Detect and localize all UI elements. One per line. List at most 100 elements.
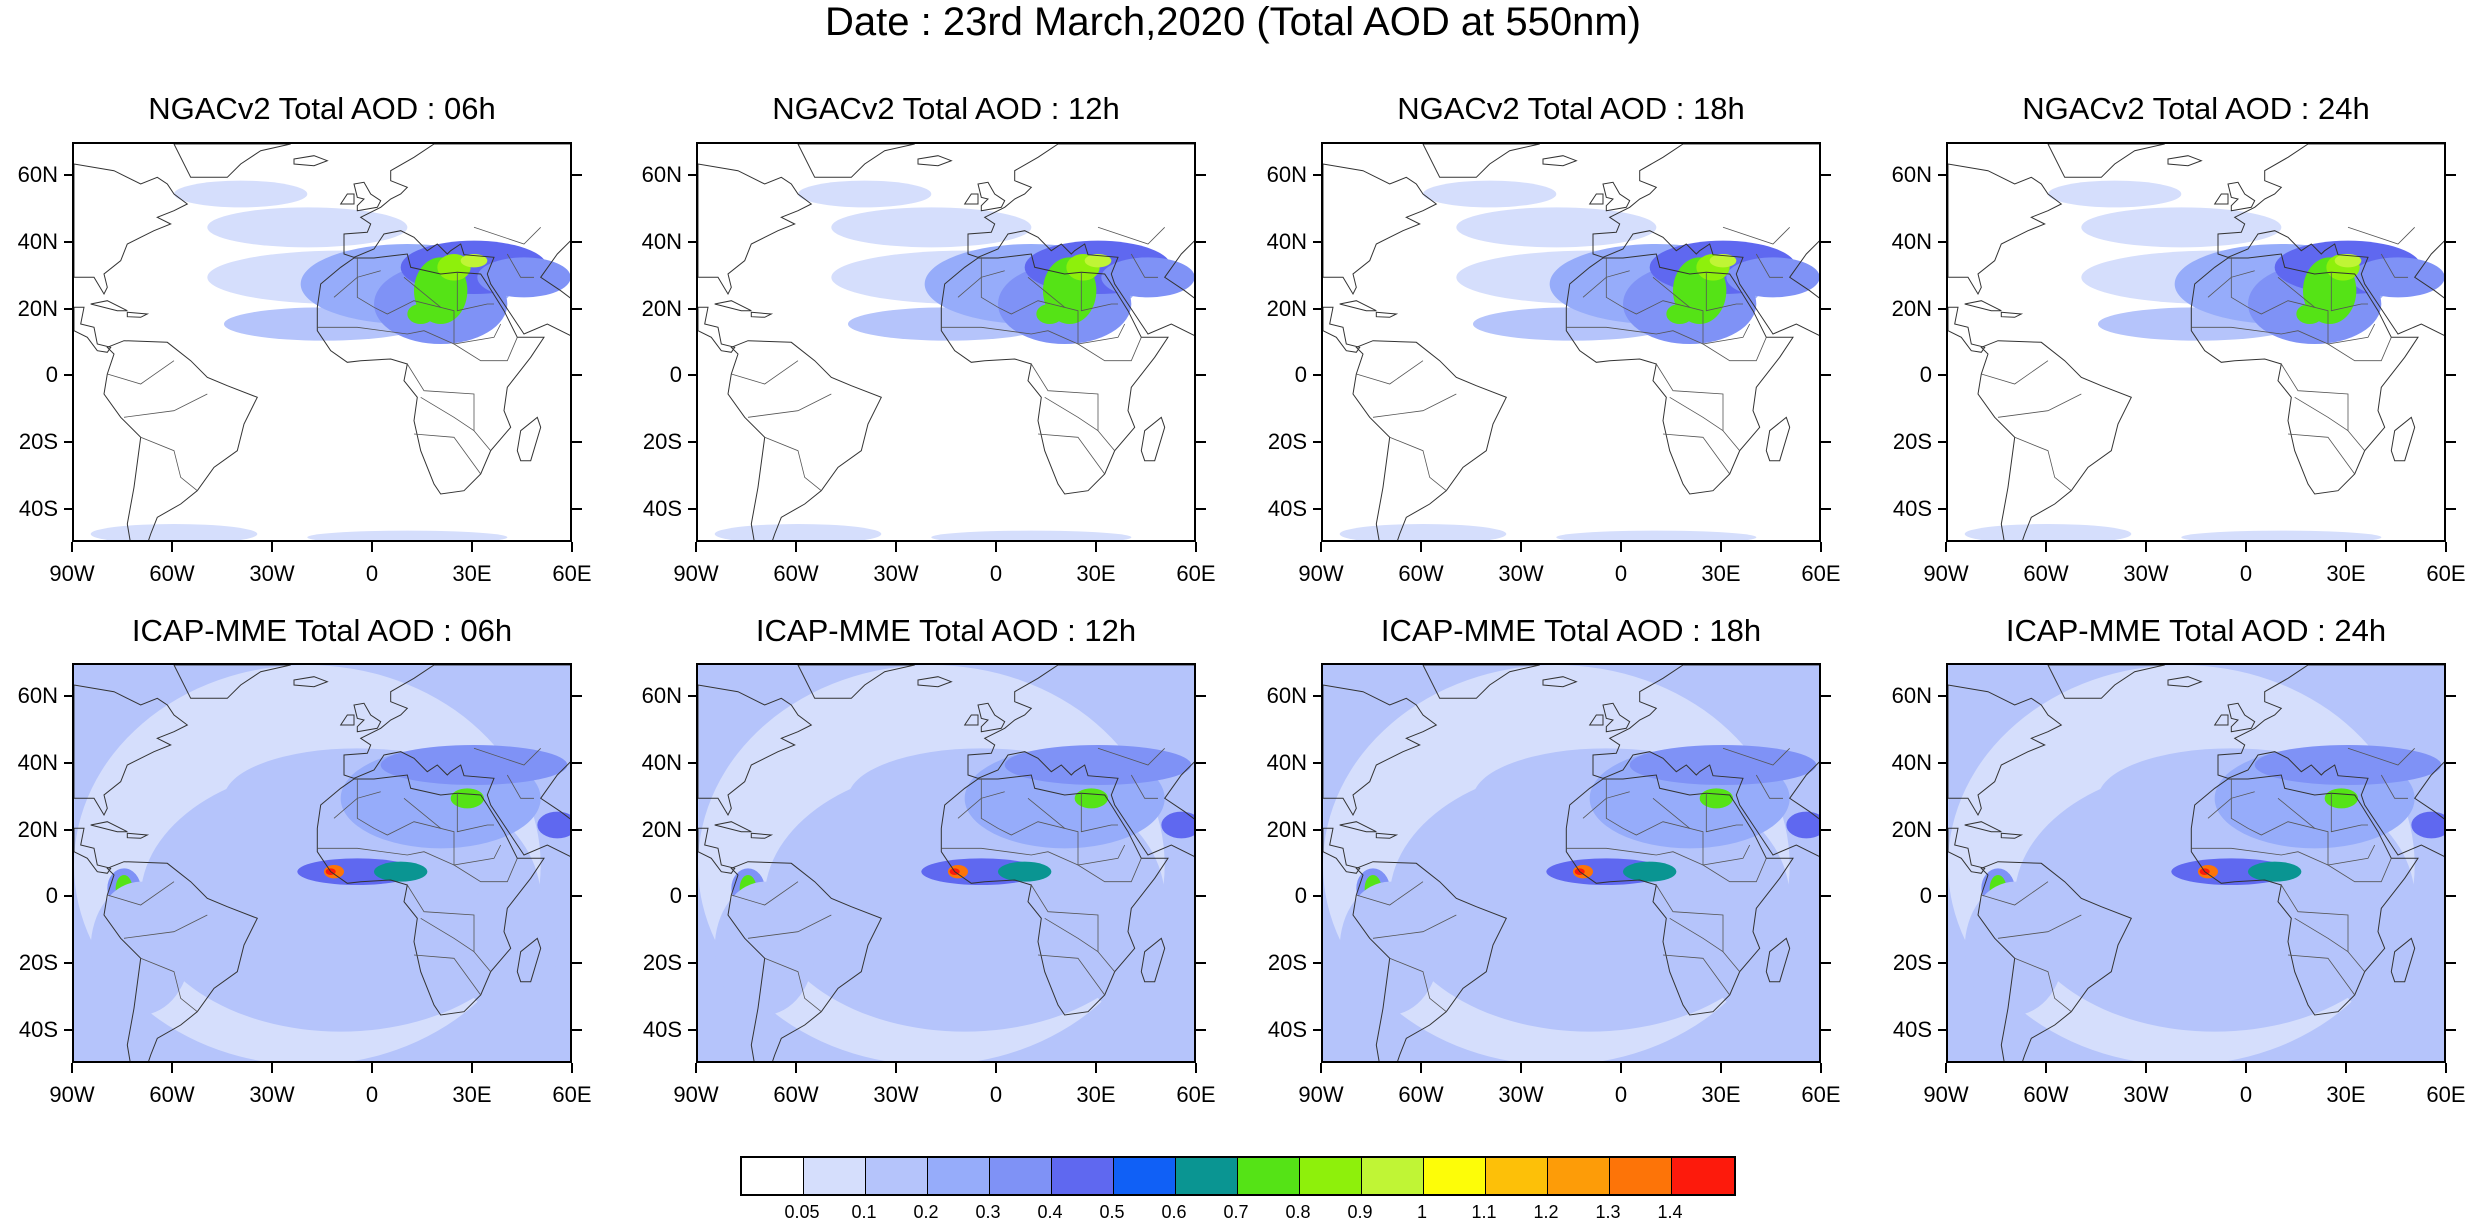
aod-field [2324, 788, 2358, 809]
lat-tick [2446, 762, 2456, 764]
lon-tick [1620, 542, 1622, 552]
lon-tick [1320, 542, 1322, 552]
aod-field [1423, 180, 1557, 208]
coastline [1352, 340, 1507, 540]
lon-label: 0 [365, 561, 379, 586]
coastline [2000, 832, 2024, 839]
coastline [74, 306, 112, 353]
lon-tick [371, 1063, 373, 1073]
coastline [2047, 144, 2165, 178]
country-border [2327, 337, 2392, 362]
lat-tick [1938, 441, 1948, 443]
country-border [1044, 396, 1099, 432]
aod-field [1456, 207, 1657, 248]
colorbar-swatch [1238, 1158, 1300, 1194]
coastline [1375, 311, 1399, 318]
aod-field [380, 745, 568, 785]
aod-map [698, 665, 1194, 1061]
lon-label: 60W [773, 561, 819, 586]
lon-tick [1195, 1063, 1197, 1073]
lat-label: 60N [641, 683, 682, 709]
lat-label: 40N [1266, 229, 1307, 254]
lon-tick [795, 1063, 797, 1073]
lon-label: 90W [1298, 561, 1344, 586]
lon-label: 30E [1701, 561, 1741, 586]
figure-title: Date : 23rd March,2020 (Total AOD at 550… [825, 0, 1641, 44]
lon-label: 30W [1498, 1082, 1544, 1107]
lon-tick [1095, 542, 1097, 552]
aod-field [714, 881, 815, 1015]
lon-label: 30E [2326, 561, 2366, 586]
lat-tick [688, 441, 698, 443]
lat-tick [688, 241, 698, 243]
aod-field [931, 530, 1132, 540]
lon-label: 60W [1398, 1082, 1444, 1107]
lat-tick [1938, 762, 1948, 764]
lat-label: 0 [1919, 362, 1932, 388]
lon-tick [2345, 542, 2347, 552]
country-border [2014, 957, 2072, 1013]
country-border [1372, 393, 1457, 418]
lat-tick [1313, 307, 1323, 310]
coastline [1948, 306, 1986, 353]
country-border [1981, 360, 2049, 385]
lat-tick [2446, 441, 2456, 443]
country-border [1605, 257, 1751, 345]
lat-label: 40S [1892, 1016, 1932, 1042]
coastline [1375, 832, 1399, 839]
lon-label: 60W [2023, 561, 2069, 586]
lat-tick [572, 895, 582, 898]
coastline [103, 340, 258, 540]
country-border [2287, 954, 2356, 996]
lon-label: 0 [989, 1082, 1003, 1107]
lat-tick [2446, 307, 2456, 310]
lon-label: 30W [249, 1082, 295, 1107]
country-border [1582, 270, 1630, 298]
lon-label: 0 [365, 1082, 379, 1107]
country-border [731, 881, 799, 906]
lat-tick [688, 174, 698, 177]
lon-tick [571, 542, 573, 552]
lat-label: 40S [1892, 495, 1932, 521]
lat-tick [1313, 374, 1323, 377]
country-border [2294, 917, 2349, 953]
lon-tick [571, 1063, 573, 1073]
aod-field [1004, 745, 1192, 785]
coastline [917, 676, 953, 688]
aod-field [1036, 304, 1063, 324]
coastline [967, 144, 1194, 336]
coastline [2047, 665, 2165, 699]
panel-title: ICAP-MME Total AOD : 06h [131, 613, 513, 648]
lat-label: 40N [1266, 750, 1307, 775]
lon-tick [71, 1063, 73, 1073]
coastline [1323, 827, 1361, 874]
coastline [1323, 684, 1438, 817]
coastline [103, 861, 258, 1061]
coastline [126, 832, 150, 839]
country-border [456, 793, 494, 833]
lat-label: 40N [641, 229, 682, 254]
coastline [74, 163, 189, 296]
country-border [413, 433, 482, 475]
lon-tick [171, 1063, 173, 1073]
aod-field [1339, 524, 1507, 540]
country-border [1080, 793, 1118, 833]
country-border [107, 881, 175, 906]
lon-tick [1720, 542, 1722, 552]
lat-tick [1821, 695, 1831, 698]
coastline [963, 714, 979, 726]
lat-tick [688, 374, 698, 377]
aod-field [2296, 304, 2323, 324]
coastline [1565, 774, 1794, 1016]
map-background [1323, 144, 1819, 540]
country-border [1027, 797, 1065, 829]
map-panel [72, 663, 572, 1063]
country-border [2014, 436, 2072, 492]
coastline [1602, 702, 1631, 733]
lat-tick [64, 695, 74, 698]
lat-label: 60N [17, 162, 58, 188]
lat-tick [688, 507, 698, 510]
coastline [967, 665, 1194, 857]
coastline [339, 193, 355, 205]
country-border [1356, 881, 1424, 906]
